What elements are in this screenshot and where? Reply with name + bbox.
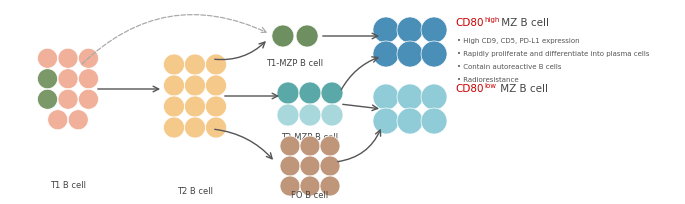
Circle shape [272,25,294,47]
Circle shape [206,75,227,96]
Text: T2 B cell: T2 B cell [177,186,213,195]
Circle shape [38,69,58,89]
Circle shape [320,136,340,156]
Text: • High CD9, CD5, PD-L1 expression: • High CD9, CD5, PD-L1 expression [457,38,580,44]
Text: FO B cell: FO B cell [291,192,329,201]
Circle shape [373,17,399,43]
Circle shape [373,84,399,110]
Circle shape [421,17,447,43]
Text: MZ B cell: MZ B cell [497,84,548,94]
Circle shape [321,104,343,126]
Circle shape [421,41,447,67]
Circle shape [321,82,343,104]
Circle shape [206,117,227,138]
Circle shape [373,41,399,67]
Text: low: low [484,83,496,89]
Circle shape [397,17,423,43]
Text: T2-MZP B cell: T2-MZP B cell [282,133,338,142]
Circle shape [280,156,300,176]
Circle shape [79,69,99,89]
Circle shape [58,48,78,68]
Circle shape [206,54,227,75]
Circle shape [320,156,340,176]
Circle shape [397,84,423,110]
Text: MZ B cell: MZ B cell [498,18,549,28]
Text: CD80: CD80 [455,18,484,28]
Circle shape [58,69,78,89]
Circle shape [38,89,58,109]
Circle shape [68,110,88,130]
Circle shape [277,82,299,104]
Circle shape [421,108,447,134]
Circle shape [421,84,447,110]
Circle shape [277,104,299,126]
Circle shape [184,54,206,75]
Circle shape [373,108,399,134]
Circle shape [48,110,68,130]
Text: high: high [484,17,499,23]
Text: • Radioresistance: • Radioresistance [457,77,519,83]
Circle shape [184,96,206,117]
Circle shape [164,54,184,75]
Circle shape [164,117,184,138]
Circle shape [184,75,206,96]
Circle shape [79,89,99,109]
Circle shape [280,176,300,196]
Circle shape [280,136,300,156]
Circle shape [397,41,423,67]
Circle shape [164,75,184,96]
Circle shape [296,25,318,47]
Circle shape [397,108,423,134]
Text: • Contain autoreactive B cells: • Contain autoreactive B cells [457,64,562,70]
Circle shape [79,48,99,68]
Circle shape [300,176,320,196]
Circle shape [299,82,321,104]
Circle shape [300,156,320,176]
Circle shape [164,96,184,117]
Circle shape [300,136,320,156]
Text: T1 B cell: T1 B cell [50,182,86,191]
Text: T1-MZP B cell: T1-MZP B cell [266,60,323,69]
Circle shape [58,89,78,109]
Circle shape [206,96,227,117]
Circle shape [320,176,340,196]
Text: CD80: CD80 [455,84,484,94]
Circle shape [184,117,206,138]
Circle shape [299,104,321,126]
Circle shape [38,48,58,68]
Text: • Rapidly proliferate and differentiate into plasma cells: • Rapidly proliferate and differentiate … [457,51,649,57]
